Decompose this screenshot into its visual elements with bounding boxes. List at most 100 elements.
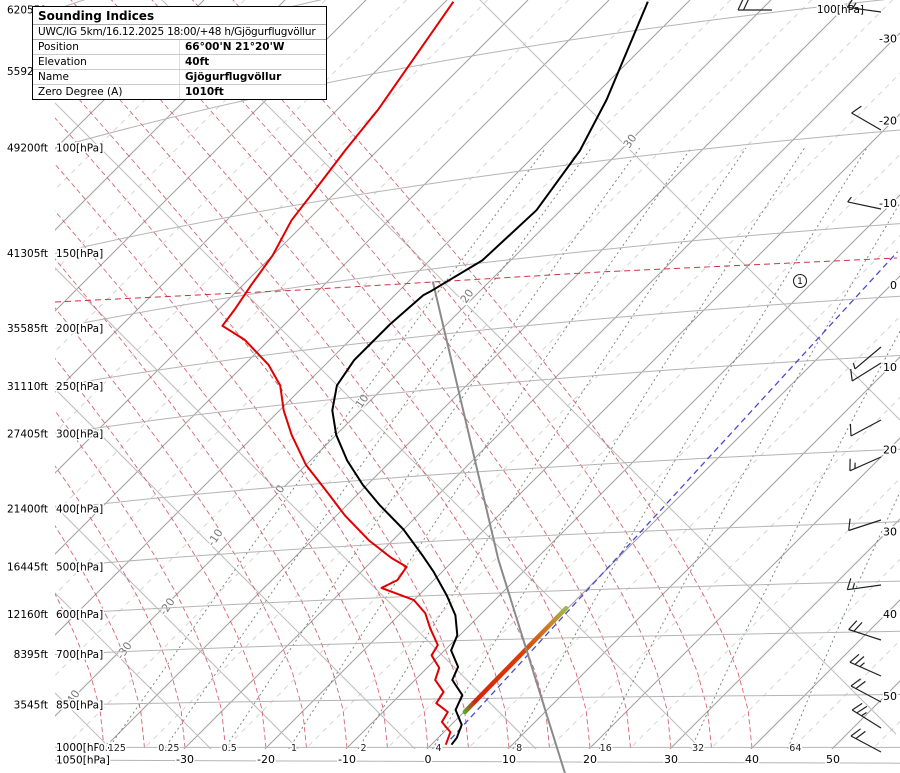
temp-label-right: -20 [879,115,897,128]
info-label: Zero Degree (A) [38,86,123,98]
altitude-label: 35585ft [7,323,48,335]
mixing-ratio-line [288,147,692,749]
isobar-line [55,355,900,435]
isotherm-line [55,0,286,231]
mixing-line-highlight [450,251,898,740]
pressure-label: 200[hPa] [56,323,103,335]
pressure-label: 850[hPa] [56,700,103,712]
calm-marker-text: 1 [797,277,803,287]
wind-barb [850,362,882,382]
moist-adiabat-line [55,26,550,749]
moist-adiabat-line [55,210,388,749]
temp-label-bottom: 40 [745,753,759,766]
isobar-line [55,448,900,510]
moist-adiabat-line [55,71,510,749]
pressure-label: 1000[hPa] [56,742,110,754]
dry-adiabat-line [55,592,212,749]
info-value: 1010ft [179,85,326,99]
moist-adiabat-line [110,0,631,749]
pressure-label: 300[hPa] [56,428,103,440]
moist-adiabat-line [55,465,186,749]
mixing-ratio-label: 1 [291,743,297,754]
wind-barb [852,346,882,370]
pressure-label: 150[hPa] [56,248,103,260]
moist-adiabat-line [55,525,145,749]
temp-label-bottom: -30 [176,753,194,766]
pressure-label: 250[hPa] [56,381,103,393]
isotherm-line [55,0,610,555]
info-row-position: Position 66°00'N 21°20'W [33,40,326,55]
wind-barb [846,0,882,13]
dry-adiabat-line [55,267,537,749]
wind-barb [849,653,882,677]
pressure-label: 400[hPa] [56,503,103,515]
pressure-label: 1050[hPa] [56,755,110,767]
isotherm-minor-line [223,72,900,749]
temp-label-bottom: 30 [664,753,678,766]
altitude-label: 8395ft [14,649,48,661]
mixing-ratio-label: 8 [516,743,522,754]
temperature-curve [331,1,649,746]
info-label: Position [38,41,79,53]
moist-adiabat-line [55,410,226,749]
temp-label-right: 20 [883,443,897,456]
isotherm-line [55,0,529,474]
moist-adiabat-line [55,163,429,749]
moist-adiabat-line [232,0,753,749]
temp-label-bottom: 0 [425,753,432,766]
altitude-label: 12160ft [7,609,48,621]
dry-adiabat-line [55,692,112,749]
shear-gradient-segment [462,605,569,715]
moist-adiabat-line [151,0,672,749]
pressure-label: 700[hPa] [56,649,103,661]
isotherm-minor-line [142,0,893,749]
pressure-label: 100[hPa] [56,143,103,155]
isobar-line [55,223,900,329]
info-row-name: Name Gjögurflugvöllur [33,70,326,85]
isotherm-minor-line [304,153,900,749]
mixing-ratio-line [432,147,805,749]
parcel-line [431,281,566,773]
info-row-elevation: Elevation 40ft [33,55,326,70]
altitude-label: 41305ft [7,248,48,260]
info-box-model-run: UWC/IG 5km/16.12.2025 18:00/+48 h/Gjögur… [33,25,326,40]
isobar-line [55,630,900,655]
pressure-label: 500[hPa] [56,561,103,573]
adiabat-label: -10 [205,527,226,549]
adiabat-label: -20 [157,596,178,618]
dry-adiabat-line [55,102,702,749]
isotherm-minor-line [466,315,900,749]
isobar-line [55,129,900,254]
temp-label-bottom: 20 [583,753,597,766]
isotherm-line [345,194,900,749]
info-row-zero-degree: Zero Degree (A) 1010ft [33,85,326,99]
isobar-line [55,521,900,568]
wind-barb [851,105,882,131]
temp-label-right: -30 [879,32,897,45]
wind-barb [850,728,882,753]
isobar-line [55,0,887,149]
wind-barb [850,678,882,703]
temp-label-right: 30 [883,526,897,539]
info-value: 40ft [179,55,326,69]
dry-adiabat-line [161,0,897,735]
isotherm-line [507,356,900,749]
wind-barb [737,0,772,11]
moist-adiabat-line [70,0,591,749]
isotherm-line [55,0,367,312]
wind-barb [851,702,882,729]
info-value: Gjögurflugvöllur [179,70,326,84]
pressure-label: 600[hPa] [56,609,103,621]
isobar-line [55,580,900,615]
dry-adiabat-line [55,388,416,749]
adiabat-label: 0 [273,483,288,496]
info-value: 66°00'N 21°20'W [179,40,326,54]
isotherm-minor-line [55,0,650,596]
temp-label-bottom: -10 [338,753,356,766]
mixing-ratio-label: 0.125 [99,743,126,754]
info-box-title: Sounding Indices [33,7,326,25]
mixing-ratio-label: 32 [692,743,704,754]
